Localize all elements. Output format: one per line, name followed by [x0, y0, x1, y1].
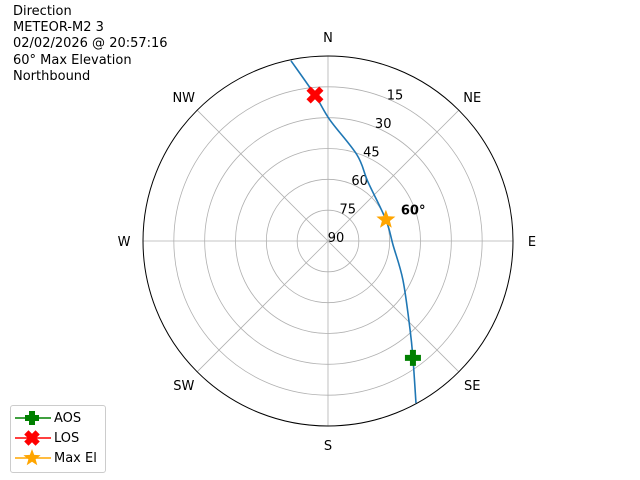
compass-label-sw: SW: [173, 379, 194, 394]
max-el-annotation: 60°: [401, 204, 426, 219]
elevation-tick-label: 15: [387, 89, 404, 104]
grid-spoke: [327, 240, 460, 373]
compass-label-w: W: [118, 235, 131, 250]
los-marker: [306, 86, 324, 104]
legend-label: LOS: [54, 430, 80, 446]
pass-datetime: 02/02/2026 @ 20:57:16: [13, 36, 168, 52]
grid-spoke: [196, 109, 329, 242]
compass-label-se: SE: [464, 379, 480, 394]
max-elevation-text: 60° Max Elevation: [13, 52, 132, 68]
outer-frame: [142, 55, 514, 427]
aos-marker: [404, 349, 421, 366]
compass-label-nw: NW: [172, 91, 195, 106]
pass-direction: Northbound: [13, 68, 91, 84]
compass-label-n: N: [323, 31, 333, 46]
elevation-tick-label: 90: [328, 231, 345, 246]
compass-label-ne: NE: [463, 91, 481, 106]
pass-info: Direction METEOR-M2 3 02/02/2026 @ 20:57…: [13, 4, 168, 85]
compass-label-e: E: [528, 235, 536, 250]
info-title: Direction: [13, 4, 72, 19]
elevation-tick-label: 30: [375, 117, 392, 132]
legend-label: Max El: [54, 450, 97, 466]
elevation-tick-label: 75: [340, 203, 357, 218]
compass-label-s: S: [324, 439, 332, 454]
elevation-tick-label: 60: [351, 174, 368, 189]
grid-spoke: [327, 109, 460, 242]
plus-marker-icon: [15, 411, 51, 425]
legend: AOS LOS Max El: [10, 405, 106, 473]
elevation-tick-label: 45: [363, 146, 380, 161]
max-el-marker: [376, 209, 396, 228]
grid-spoke: [196, 240, 329, 373]
x-marker-icon: [15, 430, 51, 446]
star-marker-icon: [15, 449, 51, 466]
satellite-name: METEOR-M2 3: [13, 20, 104, 36]
satellite-track: [290, 60, 417, 404]
legend-label: AOS: [54, 410, 82, 426]
